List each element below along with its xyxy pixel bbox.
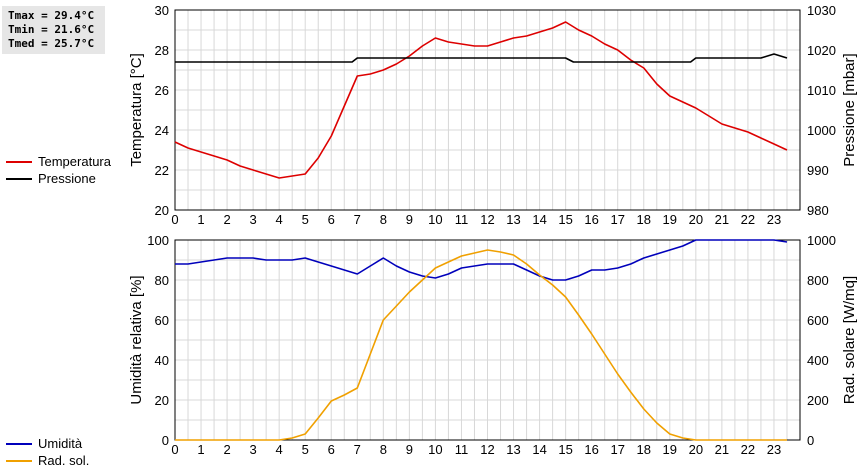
top-right-tick-label: 1020 — [807, 43, 836, 58]
bottom-left-tick-label: 100 — [147, 233, 169, 248]
top-x-tick-label: 7 — [354, 212, 361, 227]
legend-swatch-temperatura — [6, 160, 32, 163]
top-right-tick-label: 990 — [807, 163, 829, 178]
top-x-tick-label: 8 — [380, 212, 387, 227]
bottom-x-tick-label: 3 — [250, 442, 257, 457]
top-x-tick-label: 18 — [637, 212, 651, 227]
bottom-right-tick-label: 800 — [807, 273, 829, 288]
top-right-axis-title: Pressione [mbar] — [841, 53, 858, 166]
bottom-x-tick-label: 21 — [715, 442, 729, 457]
bottom-x-tick-label: 15 — [558, 442, 572, 457]
bottom-x-tick-label: 9 — [406, 442, 413, 457]
bottom-right-tick-label: 0 — [807, 433, 814, 448]
bottom-right-tick-label: 600 — [807, 313, 829, 328]
bottom-left-tick-label: 40 — [155, 353, 169, 368]
legend-label-temperatura: Temperatura — [38, 154, 111, 169]
bottom-x-tick-label: 19 — [663, 442, 677, 457]
bottom-x-tick-label: 22 — [741, 442, 755, 457]
tmin-text: Tmin = 21.6°C — [8, 23, 95, 36]
top-x-tick-label: 21 — [715, 212, 729, 227]
top-x-tick-label: 12 — [480, 212, 494, 227]
tmed-text: Tmed = 25.7°C — [8, 37, 95, 50]
legend-swatch-umidita — [6, 442, 32, 445]
bottom-x-tick-label: 13 — [506, 442, 520, 457]
bottom-x-tick-label: 16 — [584, 442, 598, 457]
top-left-tick-label: 22 — [155, 163, 169, 178]
top-x-tick-label: 1 — [197, 212, 204, 227]
stats-box: Tmax = 29.4°C Tmin = 21.6°C Tmed = 25.7°… — [2, 6, 105, 54]
bottom-x-tick-label: 12 — [480, 442, 494, 457]
bottom-right-tick-label: 400 — [807, 353, 829, 368]
top-x-tick-label: 22 — [741, 212, 755, 227]
top-left-tick-label: 20 — [155, 203, 169, 218]
top-left-tick-label: 30 — [155, 3, 169, 18]
bottom-series-umidit- — [175, 239, 788, 281]
top-x-tick-label: 23 — [767, 212, 781, 227]
top-left-tick-label: 24 — [155, 123, 169, 138]
bottom-right-axis-title: Rad. solare [W/mq] — [841, 276, 858, 404]
top-x-tick-label: 20 — [689, 212, 703, 227]
top-x-tick-label: 13 — [506, 212, 520, 227]
top-left-tick-label: 28 — [155, 43, 169, 58]
bottom-x-tick-label: 14 — [532, 442, 546, 457]
bottom-x-tick-label: 6 — [328, 442, 335, 457]
bottom-plot-frame — [174, 239, 801, 441]
legend-label-pressione: Pressione — [38, 171, 96, 186]
top-right-tick-label: 980 — [807, 203, 829, 218]
bottom-x-tick-label: 17 — [610, 442, 624, 457]
legend-item-temperatura: Temperatura — [6, 153, 111, 170]
bottom-left-tick-label: 20 — [155, 393, 169, 408]
bottom-x-tick-label: 10 — [428, 442, 442, 457]
top-x-tick-label: 10 — [428, 212, 442, 227]
bottom-x-tick-label: 5 — [302, 442, 309, 457]
legend-swatch-pressione — [6, 177, 32, 180]
bottom-left-tick-label: 80 — [155, 273, 169, 288]
top-series-temperatura — [174, 21, 788, 179]
bottom-series-rad-sol- — [175, 249, 787, 441]
bottom-x-tick-label: 20 — [689, 442, 703, 457]
tmax-text: Tmax = 29.4°C — [8, 9, 95, 22]
top-x-tick-label: 17 — [610, 212, 624, 227]
bottom-left-axis-title: Umidità relativa [%] — [128, 275, 145, 404]
bottom-x-tick-label: 4 — [276, 442, 283, 457]
top-plot-frame — [174, 9, 801, 211]
bottom-x-tick-label: 2 — [223, 442, 230, 457]
bottom-right-tick-label: 200 — [807, 393, 829, 408]
top-right-tick-label: 1000 — [807, 123, 836, 138]
bottom-x-tick-label: 0 — [171, 442, 178, 457]
top-left-axis-title: Temperatura [°C] — [128, 53, 145, 167]
top-x-tick-label: 14 — [532, 212, 546, 227]
top-x-tick-label: 9 — [406, 212, 413, 227]
legend-item-umidita: Umidità — [6, 435, 89, 452]
legend-top: Temperatura Pressione — [6, 153, 111, 187]
top-right-tick-label: 1010 — [807, 83, 836, 98]
top-x-tick-label: 4 — [276, 212, 283, 227]
bottom-x-tick-label: 7 — [354, 442, 361, 457]
top-x-tick-label: 6 — [328, 212, 335, 227]
bottom-x-tick-label: 1 — [197, 442, 204, 457]
top-x-tick-label: 16 — [584, 212, 598, 227]
legend-label-umidita: Umidità — [38, 436, 83, 451]
top-right-tick-label: 1030 — [807, 3, 836, 18]
top-left-tick-label: 26 — [155, 83, 169, 98]
top-series-pressione — [175, 53, 788, 63]
bottom-left-tick-label: 60 — [155, 313, 169, 328]
top-x-tick-label: 15 — [558, 212, 572, 227]
bottom-x-tick-label: 23 — [767, 442, 781, 457]
top-x-tick-label: 3 — [250, 212, 257, 227]
top-x-tick-label: 19 — [663, 212, 677, 227]
top-x-tick-label: 0 — [171, 212, 178, 227]
top-x-tick-label: 11 — [455, 212, 469, 227]
bottom-x-tick-label: 11 — [455, 442, 469, 457]
bottom-x-tick-label: 8 — [380, 442, 387, 457]
top-x-tick-label: 5 — [302, 212, 309, 227]
bottom-left-tick-label: 0 — [162, 433, 169, 448]
bottom-x-tick-label: 18 — [637, 442, 651, 457]
legend-item-pressione: Pressione — [6, 170, 111, 187]
top-x-tick-label: 2 — [223, 212, 230, 227]
bottom-right-tick-label: 1000 — [807, 233, 836, 248]
